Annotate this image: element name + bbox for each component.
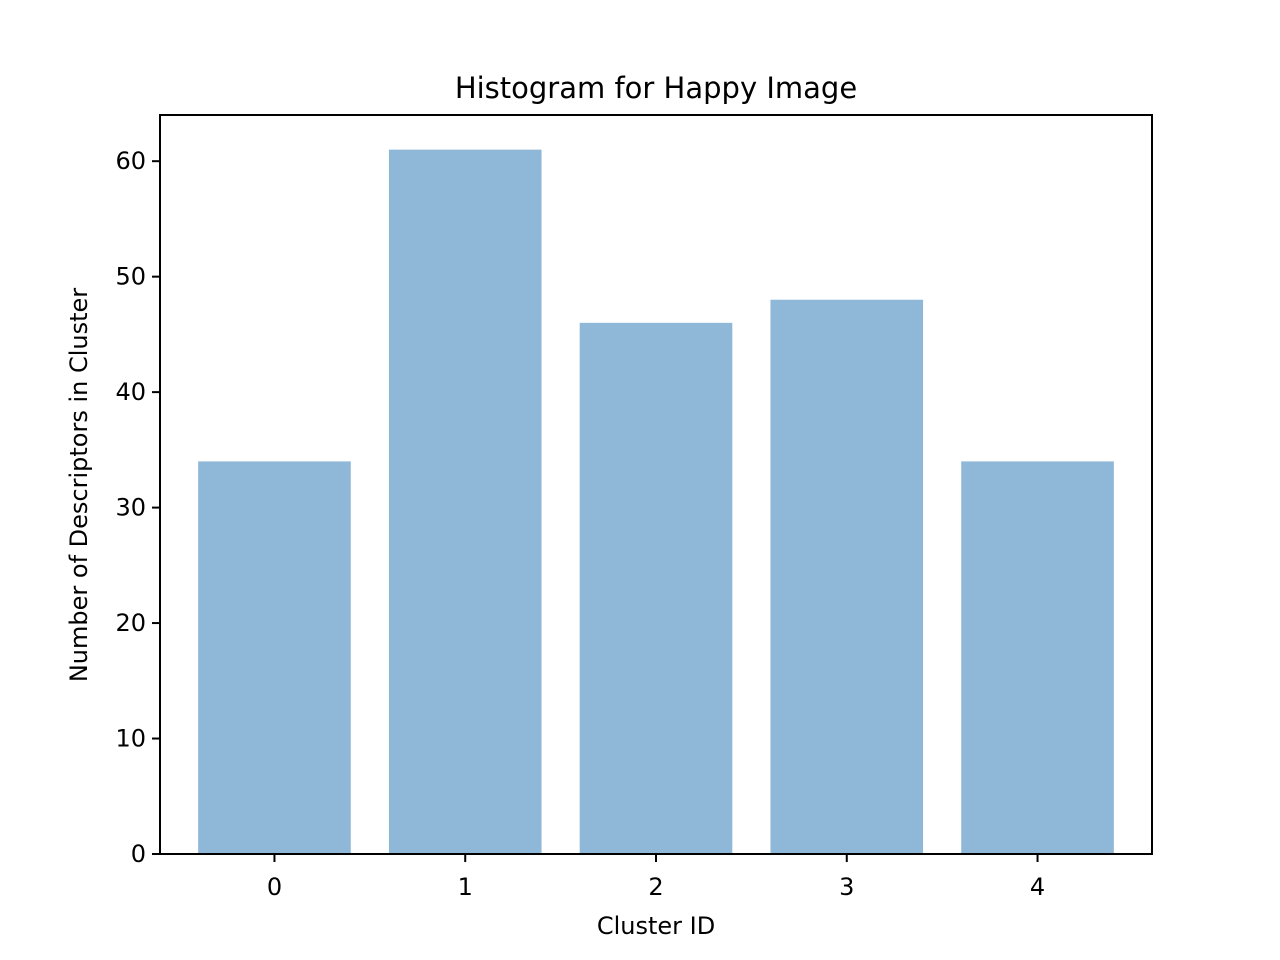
y-tick-label: 0 (131, 840, 146, 868)
x-axis-ticks: 0 1 2 3 4 (267, 854, 1045, 901)
x-tick-label: 0 (267, 873, 282, 901)
y-tick-label: 10 (115, 725, 146, 753)
y-tick-label: 30 (115, 494, 146, 522)
bar-cluster-4 (961, 461, 1114, 854)
bar-cluster-2 (579, 322, 733, 855)
x-axis-title: Cluster ID (597, 912, 715, 940)
y-tick-label: 40 (115, 378, 146, 406)
x-tick-label: 4 (1030, 873, 1045, 901)
y-axis-title: Number of Descriptors in Cluster (65, 288, 93, 682)
bar-cluster-3 (770, 299, 924, 854)
bars-layer (198, 149, 1114, 855)
y-axis-ticks: 0 10 20 30 40 50 60 (115, 147, 160, 868)
y-tick-label: 20 (115, 609, 146, 637)
x-tick-label: 2 (648, 873, 663, 901)
x-tick-label: 1 (458, 873, 473, 901)
bar-cluster-1 (388, 149, 542, 854)
chart-title: Histogram for Happy Image (455, 71, 857, 105)
y-tick-label: 60 (115, 147, 146, 175)
bar-cluster-0 (198, 461, 351, 854)
x-tick-label: 3 (839, 873, 854, 901)
y-tick-label: 50 (115, 263, 146, 291)
